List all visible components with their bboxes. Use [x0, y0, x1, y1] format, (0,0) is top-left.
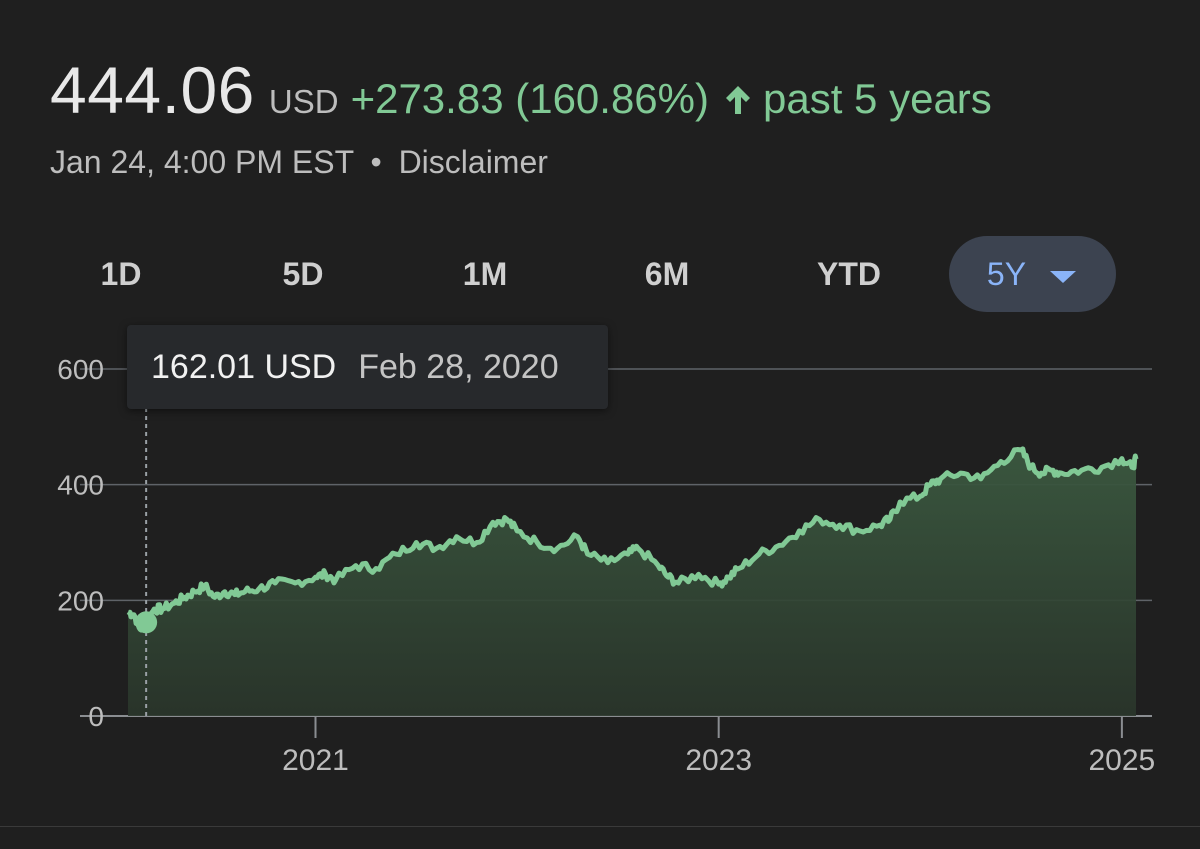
y-tick-label: 200 — [57, 585, 104, 616]
disclaimer-link[interactable]: Disclaimer — [398, 144, 548, 180]
x-tick-label: 2025 — [1089, 744, 1156, 777]
price-area — [128, 448, 1136, 716]
quote-subheader: Jan 24, 4:00 PM EST • Disclaimer — [50, 144, 548, 181]
tab-5d[interactable]: 5D — [282, 256, 324, 292]
price-change: +273.83 (160.86%) — [350, 75, 709, 122]
change-period: past 5 years — [763, 75, 992, 122]
tooltip-date: Feb 28, 2020 — [358, 347, 559, 386]
tab-5y[interactable]: 5Y — [949, 236, 1116, 312]
tab-6m[interactable]: 6M — [644, 256, 690, 292]
range-tabs: 1D 5D 1M 6M YTD 5Y — [50, 236, 1120, 314]
x-tick-label: 2023 — [685, 744, 752, 777]
highlight-point — [135, 611, 158, 634]
price-line — [126, 446, 1139, 633]
bottom-divider — [0, 826, 1200, 827]
arrow-up-icon — [721, 83, 755, 117]
separator-dot: • — [370, 144, 382, 180]
tab-5y-label: 5Y — [986, 256, 1027, 292]
currency-label: USD — [268, 83, 339, 120]
y-tick-label: 0 — [88, 701, 104, 732]
tab-1m[interactable]: 1M — [462, 256, 508, 292]
chart-tooltip: 162.01 USD Feb 28, 2020 — [127, 325, 608, 409]
timestamp: Jan 24, 4:00 PM EST — [50, 144, 354, 180]
price-chart[interactable]: 0 200 400 600 2021 2023 2025 — [0, 320, 1200, 820]
tooltip-value: 162.01 USD — [151, 347, 337, 386]
x-tick-label: 2021 — [282, 744, 349, 777]
tab-ytd[interactable]: YTD — [817, 256, 881, 292]
y-tick-label: 400 — [57, 470, 104, 501]
caret-down-icon — [1048, 236, 1078, 312]
current-price: 444.06 — [50, 53, 255, 127]
y-tick-label: 600 — [57, 354, 104, 385]
quote-header: 444.06 USD +273.83 (160.86%) past 5 year… — [50, 52, 992, 128]
tab-1d[interactable]: 1D — [100, 256, 142, 292]
